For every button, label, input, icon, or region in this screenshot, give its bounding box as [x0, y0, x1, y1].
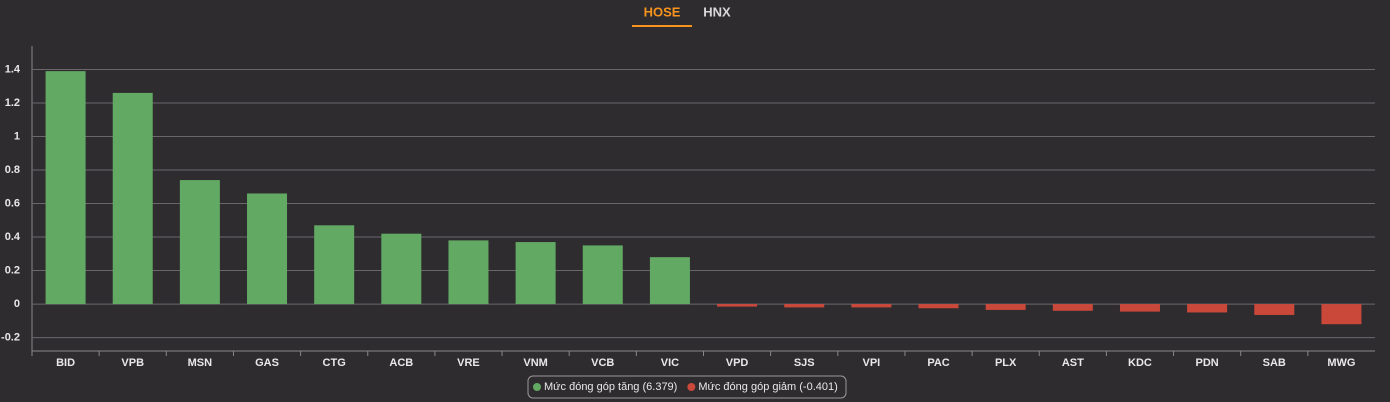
y-tick-label: 1.2: [5, 97, 20, 109]
bar: [1321, 304, 1362, 325]
bar: [1187, 304, 1228, 313]
bar: [985, 304, 1026, 310]
y-tick-label: 1.4: [5, 63, 21, 75]
x-tick-label: VPD: [726, 357, 749, 369]
x-tick-label: PAC: [927, 357, 949, 369]
y-tick-label: -0.2: [1, 331, 20, 343]
x-tick-label: MWG: [1327, 357, 1355, 369]
bar: [918, 304, 959, 309]
bar: [247, 193, 288, 305]
x-tick-label: GAS: [255, 357, 279, 369]
x-tick-label: SAB: [1263, 357, 1286, 369]
x-tick-label: PDN: [1196, 357, 1219, 369]
bar: [179, 180, 220, 305]
legend-marker: [533, 383, 541, 391]
bar: [515, 242, 556, 305]
legend-label: Mức đóng góp tăng (6.379): [544, 381, 677, 393]
y-tick-label: 0.2: [5, 264, 20, 276]
tab-underline: [632, 25, 692, 27]
legend-label: Mức đóng góp giảm (-0.401): [698, 381, 837, 393]
x-tick-label: VRE: [457, 357, 480, 369]
x-tick-label: KDC: [1128, 357, 1152, 369]
legend-box: [527, 375, 847, 399]
x-tick-label: AST: [1062, 357, 1084, 369]
x-tick-label: VNM: [523, 357, 547, 369]
tab-hose[interactable]: HOSE: [644, 4, 681, 19]
x-tick-label: SJS: [794, 357, 815, 369]
bar: [1052, 304, 1093, 311]
y-tick-label: 0: [14, 298, 20, 310]
bar: [717, 304, 758, 307]
bar: [851, 304, 892, 308]
x-tick-label: VPI: [863, 357, 881, 369]
bar: [314, 225, 355, 305]
bar: [381, 233, 422, 305]
y-tick-label: 1: [14, 130, 20, 142]
x-tick-label: ACB: [389, 357, 413, 369]
x-tick-label: MSN: [188, 357, 213, 369]
bar: [112, 92, 153, 305]
y-tick-label: 0.8: [5, 164, 20, 176]
bar: [1254, 304, 1295, 315]
bar: [45, 71, 86, 305]
bar: [448, 240, 489, 305]
bar: [649, 257, 690, 305]
x-tick-label: CTG: [323, 357, 346, 369]
legend-marker: [687, 383, 696, 391]
x-tick-label: VIC: [661, 357, 679, 369]
bar: [784, 304, 825, 308]
y-tick-label: 0.6: [5, 197, 20, 209]
x-tick-label: VPB: [121, 357, 144, 369]
bar: [1119, 304, 1160, 312]
bar: [582, 245, 623, 305]
x-tick-label: PLX: [995, 357, 1017, 369]
tab-hnx[interactable]: HNX: [703, 4, 731, 19]
y-tick-label: 0.4: [5, 231, 21, 243]
x-tick-label: BID: [56, 357, 75, 369]
x-tick-label: VCB: [591, 357, 614, 369]
